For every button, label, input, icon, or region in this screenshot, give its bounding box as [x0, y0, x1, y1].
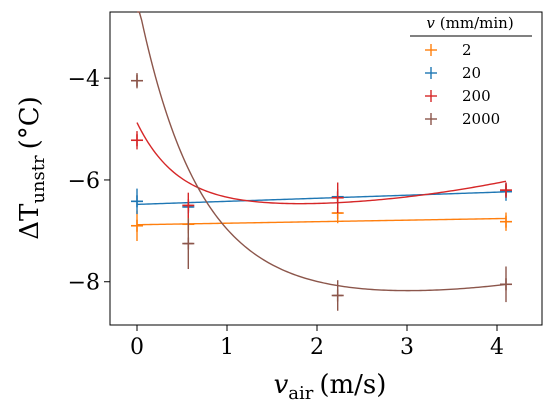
data-point-2000	[331, 280, 344, 311]
y-tick-label: −6	[68, 169, 100, 194]
x-axis-label-sub: air	[288, 383, 313, 404]
x-tick-label: 4	[490, 335, 504, 360]
plot-area	[109, 11, 543, 326]
legend-item-200: 200	[425, 87, 491, 105]
axis-ticks: 0 1 2 3 4 −8 −6 −4	[68, 67, 504, 360]
x-axis-label: vair (m/s)	[274, 370, 387, 404]
data-point-200	[500, 182, 512, 198]
legend-label: 20	[462, 64, 481, 82]
data-point-200	[131, 131, 143, 150]
legend-label: 200	[462, 87, 491, 105]
fit-curves	[136, 11, 507, 292]
legend-title-unit: (mm/min)	[440, 14, 514, 32]
legend-items: 2 20 200 2000	[425, 41, 500, 128]
legend-label: 2	[462, 41, 472, 59]
data-point-2000	[182, 218, 195, 270]
x-axis-label-unit: (m/s)	[319, 370, 386, 400]
legend-title-var: v	[426, 14, 435, 32]
legend-item-2: 2	[425, 41, 472, 59]
data-point-2	[500, 212, 512, 231]
legend: v (mm/min) 2 20 200 2000	[410, 14, 532, 128]
data-point-2000	[131, 73, 143, 89]
x-axis-label-main: v	[274, 370, 289, 400]
data-point-2000	[500, 266, 512, 303]
x-tick-label: 1	[220, 335, 234, 360]
y-axis-label-main: ΔT	[15, 203, 45, 240]
data-markers	[131, 73, 512, 311]
data-point-20	[131, 188, 143, 215]
y-axis-label-unit: (°C)	[15, 96, 45, 149]
legend-title: v (mm/min)	[426, 14, 513, 32]
legend-label: 2000	[462, 110, 500, 128]
y-axis-label: ΔTunstr (°C)	[15, 96, 49, 240]
x-tick-label: 0	[130, 335, 144, 360]
data-point-200	[331, 182, 344, 214]
fit-curve-2	[136, 217, 507, 226]
x-tick-label: 3	[400, 335, 414, 360]
x-tick-label: 2	[310, 335, 324, 360]
legend-item-2000: 2000	[425, 110, 500, 128]
legend-item-20: 20	[425, 64, 481, 82]
y-tick-label: −4	[68, 67, 100, 92]
data-point-200	[182, 192, 195, 219]
data-point-2	[131, 210, 143, 242]
fit-curve-20	[136, 191, 507, 206]
fit-curve-2000	[137, 11, 507, 292]
y-axis-label-sub: unstr	[28, 155, 49, 204]
y-tick-label: −8	[68, 271, 100, 296]
